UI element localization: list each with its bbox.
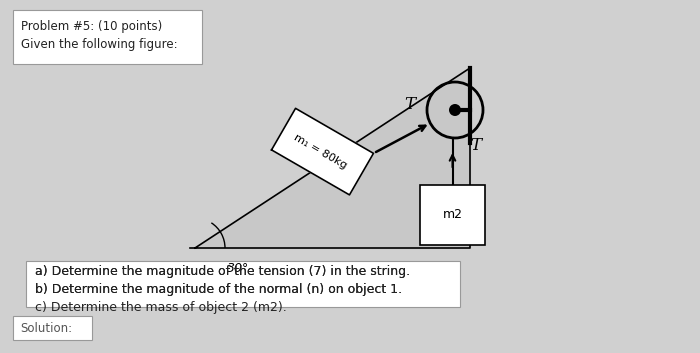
Polygon shape [272, 108, 374, 195]
Text: 30°: 30° [227, 262, 249, 275]
Text: a) Determine the magnitude of the tension (7) in the string.: a) Determine the magnitude of the tensio… [35, 265, 410, 278]
Text: b) Determine the magnitude of the normal (n) on object 1.: b) Determine the magnitude of the normal… [35, 283, 402, 296]
Text: Solution:: Solution: [20, 322, 72, 335]
FancyBboxPatch shape [420, 185, 485, 245]
Text: T: T [404, 96, 415, 113]
Polygon shape [195, 68, 470, 248]
Text: Given the following figure:: Given the following figure: [21, 38, 178, 51]
Text: a) Determine the magnitude of the tension (7) in the string.: a) Determine the magnitude of the tensio… [35, 265, 410, 278]
FancyBboxPatch shape [13, 10, 202, 64]
Text: m₁ = 80kg: m₁ = 80kg [292, 132, 349, 171]
FancyBboxPatch shape [26, 261, 460, 307]
Text: T: T [470, 137, 482, 154]
Text: Problem #5: (10 points): Problem #5: (10 points) [21, 20, 162, 33]
Text: c) Determine the mass of object 2 (m2).: c) Determine the mass of object 2 (m2). [35, 301, 287, 314]
Text: b) Determine the magnitude of the normal (n) on object 1.: b) Determine the magnitude of the normal… [35, 283, 402, 296]
Circle shape [449, 104, 461, 116]
Text: m2: m2 [442, 209, 463, 221]
FancyBboxPatch shape [13, 316, 92, 340]
